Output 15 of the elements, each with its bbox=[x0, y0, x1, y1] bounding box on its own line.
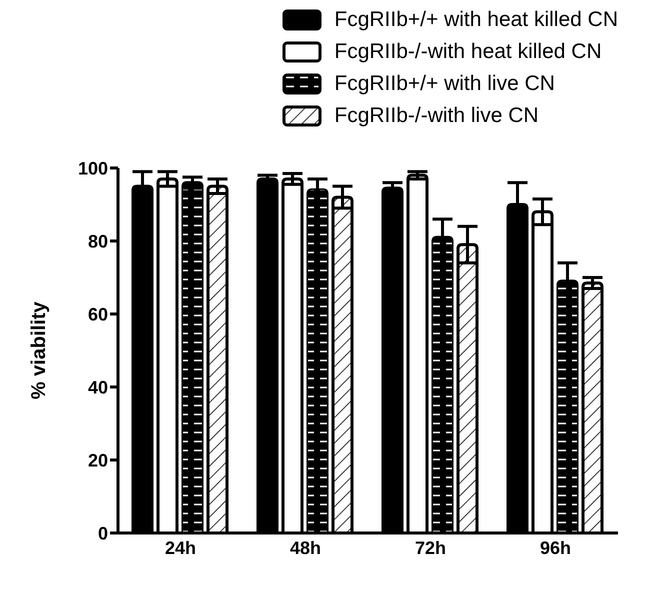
y-axis-title: % viability bbox=[28, 300, 50, 400]
x-tick-label: 48h bbox=[290, 538, 322, 558]
y-tick-label: 80 bbox=[88, 231, 108, 252]
legend-label: FcgRIIb+/+ with heat killed CN bbox=[334, 8, 618, 32]
x-tick-label: 24h bbox=[164, 538, 196, 558]
y-tick-label: 60 bbox=[88, 304, 108, 324]
x-tick-label: 96h bbox=[540, 538, 572, 558]
y-tick-label: 0 bbox=[98, 523, 108, 544]
legend-label: FcgRIIb-/-with heat killed CN bbox=[334, 40, 602, 64]
legend-label: FcgRIIb+/+ with live CN bbox=[334, 72, 555, 96]
y-tick-label: 20 bbox=[88, 450, 108, 470]
y-tick-label: 100 bbox=[78, 158, 108, 178]
x-tick-label: 72h bbox=[414, 538, 446, 558]
legend-label: FcgRIIb-/-with live CN bbox=[334, 104, 539, 128]
y-tick-label: 40 bbox=[88, 377, 108, 398]
